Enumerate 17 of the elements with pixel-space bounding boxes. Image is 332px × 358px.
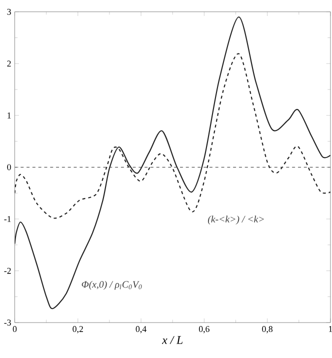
x-tick-label: 0,4 bbox=[136, 326, 146, 334]
x-axis-title: x / L bbox=[162, 336, 182, 344]
annotation: (k-<k>) / <k> bbox=[208, 216, 264, 224]
y-tick-label: -2 bbox=[4, 268, 11, 274]
x-tick-label: 0,6 bbox=[198, 326, 210, 334]
x-tick-label: 1 bbox=[328, 326, 332, 332]
x-tick-label: 0 bbox=[12, 326, 16, 332]
y-tick-label: 1 bbox=[7, 112, 11, 118]
annotation: Φ(x,0) / ρ$_{l}$C$_{0}$V$_{0}$ bbox=[82, 280, 142, 290]
y-tick-label: -1 bbox=[4, 216, 11, 222]
x-tick-label: 0,2 bbox=[72, 326, 83, 334]
x-tick-label: 0,8 bbox=[262, 326, 272, 334]
y-tick-label: 3 bbox=[7, 8, 11, 15]
y-tick-label: 2 bbox=[7, 60, 11, 67]
y-tick-label: -3 bbox=[4, 320, 11, 326]
line-series bbox=[14, 16, 330, 310]
y-tick-label: 0 bbox=[6, 164, 11, 170]
